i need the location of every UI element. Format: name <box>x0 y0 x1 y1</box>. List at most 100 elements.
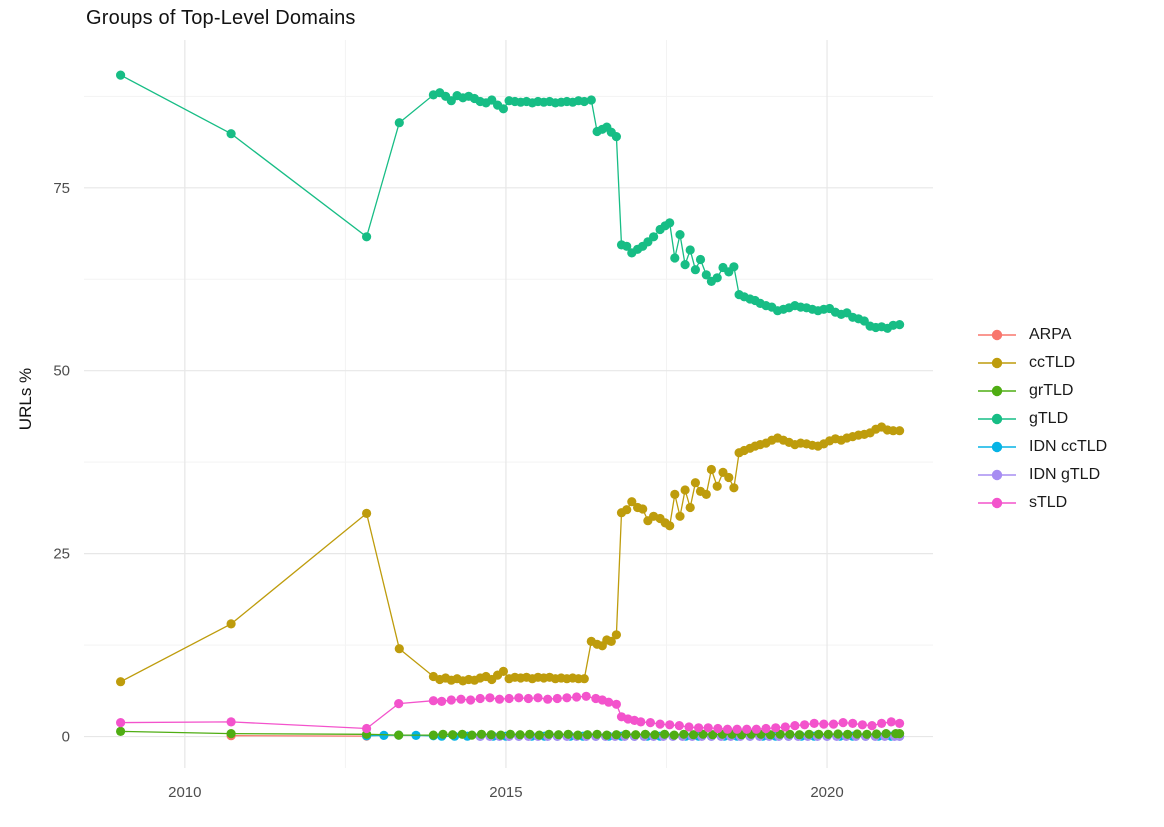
data-point <box>729 262 739 272</box>
data-point <box>706 464 717 475</box>
data-point <box>895 426 905 436</box>
data-point <box>833 729 843 739</box>
data-point <box>226 717 236 727</box>
data-point <box>534 730 544 740</box>
data-point <box>809 718 819 729</box>
data-point <box>466 695 476 705</box>
data-point <box>362 508 372 518</box>
legend-label: ARPA <box>1029 326 1072 343</box>
data-point <box>438 729 448 739</box>
y-tick-label: 25 <box>53 546 70 563</box>
data-point <box>572 692 582 702</box>
data-point <box>852 729 862 739</box>
data-point <box>116 718 126 728</box>
chart-title: Groups of Top-Level Domains <box>86 7 356 29</box>
data-point <box>680 260 690 270</box>
data-point <box>456 694 466 704</box>
data-point <box>670 253 680 263</box>
series-arpa <box>226 731 372 741</box>
data-point <box>729 483 739 493</box>
data-point <box>843 729 853 739</box>
data-point <box>582 730 593 740</box>
legend-key-icon <box>978 357 1016 369</box>
data-point <box>684 722 694 732</box>
legend-item-idn-cctld: IDN ccTLD <box>978 433 1107 461</box>
data-point <box>226 729 236 739</box>
data-point <box>554 730 564 740</box>
data-point <box>467 730 477 740</box>
data-point <box>514 693 524 703</box>
data-point <box>675 230 685 240</box>
data-point <box>622 505 632 515</box>
legend-key-dot <box>991 357 1003 369</box>
data-point <box>437 696 447 707</box>
data-point <box>226 619 236 629</box>
data-point <box>771 723 781 733</box>
data-point <box>116 70 126 80</box>
data-point <box>655 719 665 729</box>
data-point <box>665 521 675 531</box>
series-gtld <box>116 70 905 333</box>
data-point <box>679 729 689 739</box>
legend-key-dot <box>991 329 1003 341</box>
data-point <box>621 729 631 739</box>
data-point <box>701 270 711 280</box>
data-point <box>712 481 722 491</box>
data-point <box>485 693 495 703</box>
data-point <box>394 644 404 654</box>
data-point <box>362 723 372 734</box>
data-point <box>690 265 701 275</box>
data-point <box>649 232 659 242</box>
legend-item-grtld: grTLD <box>978 377 1107 405</box>
data-point <box>698 729 708 739</box>
data-point <box>428 730 438 740</box>
data-point <box>828 719 839 729</box>
legend-key-dot <box>991 469 1003 481</box>
data-point <box>665 720 675 730</box>
data-point <box>604 697 614 707</box>
legend-key-icon <box>978 329 1016 341</box>
data-point <box>611 132 622 142</box>
legend-key-icon <box>978 385 1016 397</box>
legend-item-stld: sTLD <box>978 489 1107 517</box>
data-point <box>800 720 810 730</box>
data-point <box>732 724 742 734</box>
data-point <box>775 729 785 739</box>
data-point <box>428 696 438 706</box>
legend-key-dot <box>991 497 1003 509</box>
data-point <box>562 693 572 703</box>
series-stld <box>116 691 905 734</box>
data-point <box>592 729 602 739</box>
legend-item-cctld: ccTLD <box>978 349 1107 377</box>
data-point <box>457 729 467 739</box>
data-point <box>606 636 616 647</box>
data-point <box>544 729 554 739</box>
data-point <box>586 95 596 105</box>
legend-item-arpa: ARPA <box>978 321 1107 349</box>
data-point <box>751 724 762 734</box>
data-point <box>895 729 905 739</box>
legend-key-icon <box>978 469 1016 481</box>
data-point <box>665 218 675 228</box>
data-point <box>888 426 898 436</box>
data-point <box>116 677 126 687</box>
data-point <box>708 730 718 740</box>
data-point <box>116 726 126 737</box>
x-tick-label: 2010 <box>168 784 201 801</box>
data-point <box>523 693 534 704</box>
data-point <box>573 730 583 740</box>
legend-label: sTLD <box>1029 494 1068 511</box>
data-point <box>611 630 622 640</box>
legend-label: grTLD <box>1029 382 1074 399</box>
legend-label: ccTLD <box>1029 354 1076 371</box>
data-point <box>504 693 514 704</box>
y-axis-title: URLs % <box>16 367 35 431</box>
data-point <box>669 730 679 740</box>
data-point <box>688 730 699 740</box>
data-point <box>498 104 508 114</box>
data-point <box>685 245 695 255</box>
data-point <box>862 729 872 739</box>
legend: ARPA ccTLD grTLD gTLD IDN ccTLD IDN gTLD sTLD <box>978 321 1107 517</box>
